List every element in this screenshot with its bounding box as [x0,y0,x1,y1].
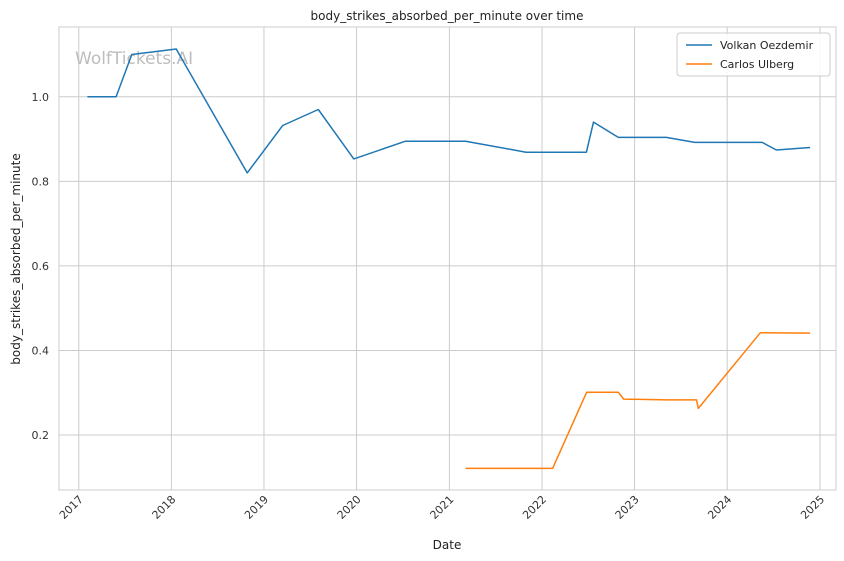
x-tick-label: 2025 [798,493,827,522]
legend: Volkan Oezdemir Carlos Ulberg [676,32,831,77]
legend-label-volkan-oezdemir: Volkan Oezdemir [720,39,814,52]
y-axis-label: body_strikes_absorbed_per_minute [9,153,23,364]
x-tick-label: 2019 [242,493,271,522]
x-tick-label: 2017 [57,493,86,522]
series-lines [87,48,811,470]
x-tick-label: 2020 [335,493,364,522]
y-tick-label: 0.8 [32,175,50,188]
x-tick-label: 2018 [150,493,179,522]
y-tick-label: 0.6 [32,260,50,273]
x-axis-label: Date [433,538,462,552]
watermark: WolfTickets.AI [75,49,193,69]
y-tick-labels: 0.2 0.4 0.6 0.8 1.0 [32,91,50,442]
y-tick-label: 0.2 [32,429,50,442]
legend-label-carlos-ulberg: Carlos Ulberg [720,58,794,71]
y-tick-label: 1.0 [32,91,50,104]
series-line-volkan-oezdemir [87,48,811,174]
legend-box [676,32,831,77]
x-tick-label: 2022 [520,493,549,522]
plot-area [58,26,837,491]
series-line-carlos-ulberg [465,331,811,470]
x-tick-labels: 2017 2018 2019 2020 2021 2022 2023 2024 2025 [57,493,827,522]
grid-lines [59,27,836,490]
x-tick-label: 2021 [428,493,457,522]
chart-title: body_strikes_absorbed_per_minute over ti… [311,9,584,23]
x-tick-label: 2023 [613,493,642,522]
x-tick-label: 2024 [705,493,734,522]
y-tick-label: 0.4 [32,344,50,357]
